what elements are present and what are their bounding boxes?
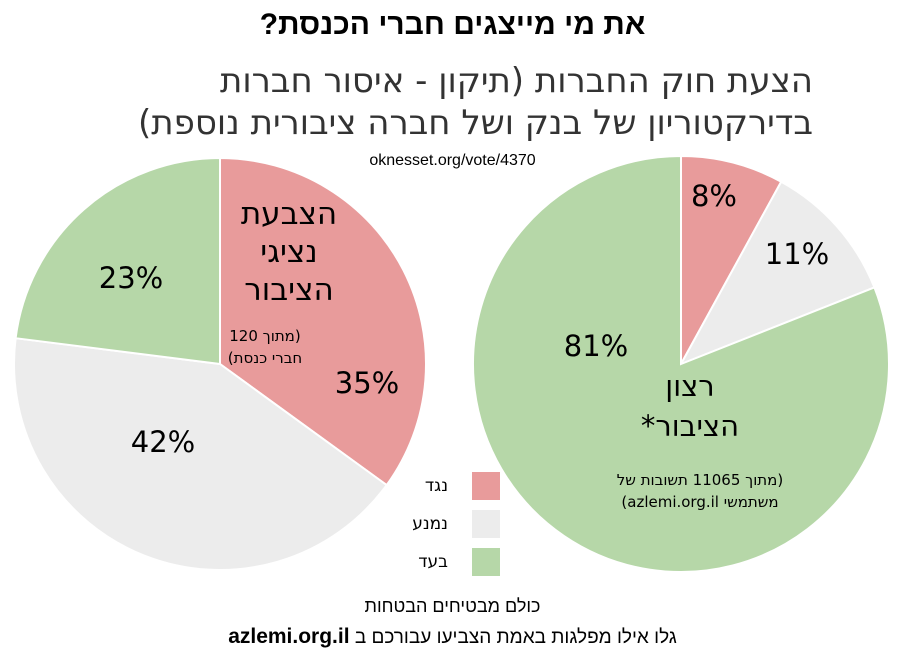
pie-left-title-line: הצבעת [241,196,337,232]
bill-subtitle: הצעת חוק החברות (תיקון - איסור חברות בדי… [138,61,813,143]
pie-right-note-line: (מתוך 11065 תשובות של [617,471,783,489]
pie-left-label-abstain: 42% [131,425,195,459]
legend-swatch-abstain [472,510,500,538]
pie-left-title-line: נציגי [260,234,317,270]
legend-item-abstain: נמנע [412,510,500,538]
pie-right-slice-for [472,154,890,573]
pie-left-title-line: הציבור [244,272,333,308]
pie-left-note-line: חברי כנסת) [228,349,302,367]
legend-item-for: בעד [418,548,500,576]
legend-item-against: נגד [424,472,500,500]
pie-right-label-abstain: 11% [765,237,829,271]
pie-left-slice-for [14,156,221,366]
pie-right-label-for: 81% [564,329,628,363]
pie-left-label-against: 35% [335,366,399,400]
footer-site-link[interactable]: azlemi.org.il [228,625,350,648]
pie-left-slice-against [219,156,427,487]
legend-swatch-against [472,472,500,500]
pie-right-slice-abstain [678,180,876,366]
pie-right-slice-against [680,154,783,365]
legend-label-for: בעד [418,552,448,572]
source-link[interactable]: oknesset.org/vote/4370 [369,152,536,169]
footer-line-1: כולם מבטיחים הבטחות [364,596,541,616]
legend-swatch-for [472,548,500,576]
pie-right: 8% 11% 81% רצון הציבור* (מתוך 11065 תשובות של… [472,154,890,573]
footer-line-2: גלו אילו מפלגות באמת הצביעו עבורכם ב azl… [0,625,905,649]
page-title: את מי מייצגים חברי הכנסת? [259,8,646,41]
pie-left-slice-abstain [13,337,389,571]
pie-right-label-against: 8% [691,179,737,213]
pie-right-note-line: משתמשי azlemi.org.il) [621,493,778,511]
pie-right-title-line: הציבור* [641,409,739,443]
pie-left-note-line: (מתוך 120 [229,327,300,345]
legend-label-abstain: נמנע [412,514,448,534]
legend-label-against: נגד [424,476,448,496]
footer-line-2-text: גלו אילו מפלגות באמת הצביעו עבורכם ב [354,627,677,648]
pie-right-title-line: רצון [665,369,714,403]
pie-left-label-for: 23% [99,261,163,295]
